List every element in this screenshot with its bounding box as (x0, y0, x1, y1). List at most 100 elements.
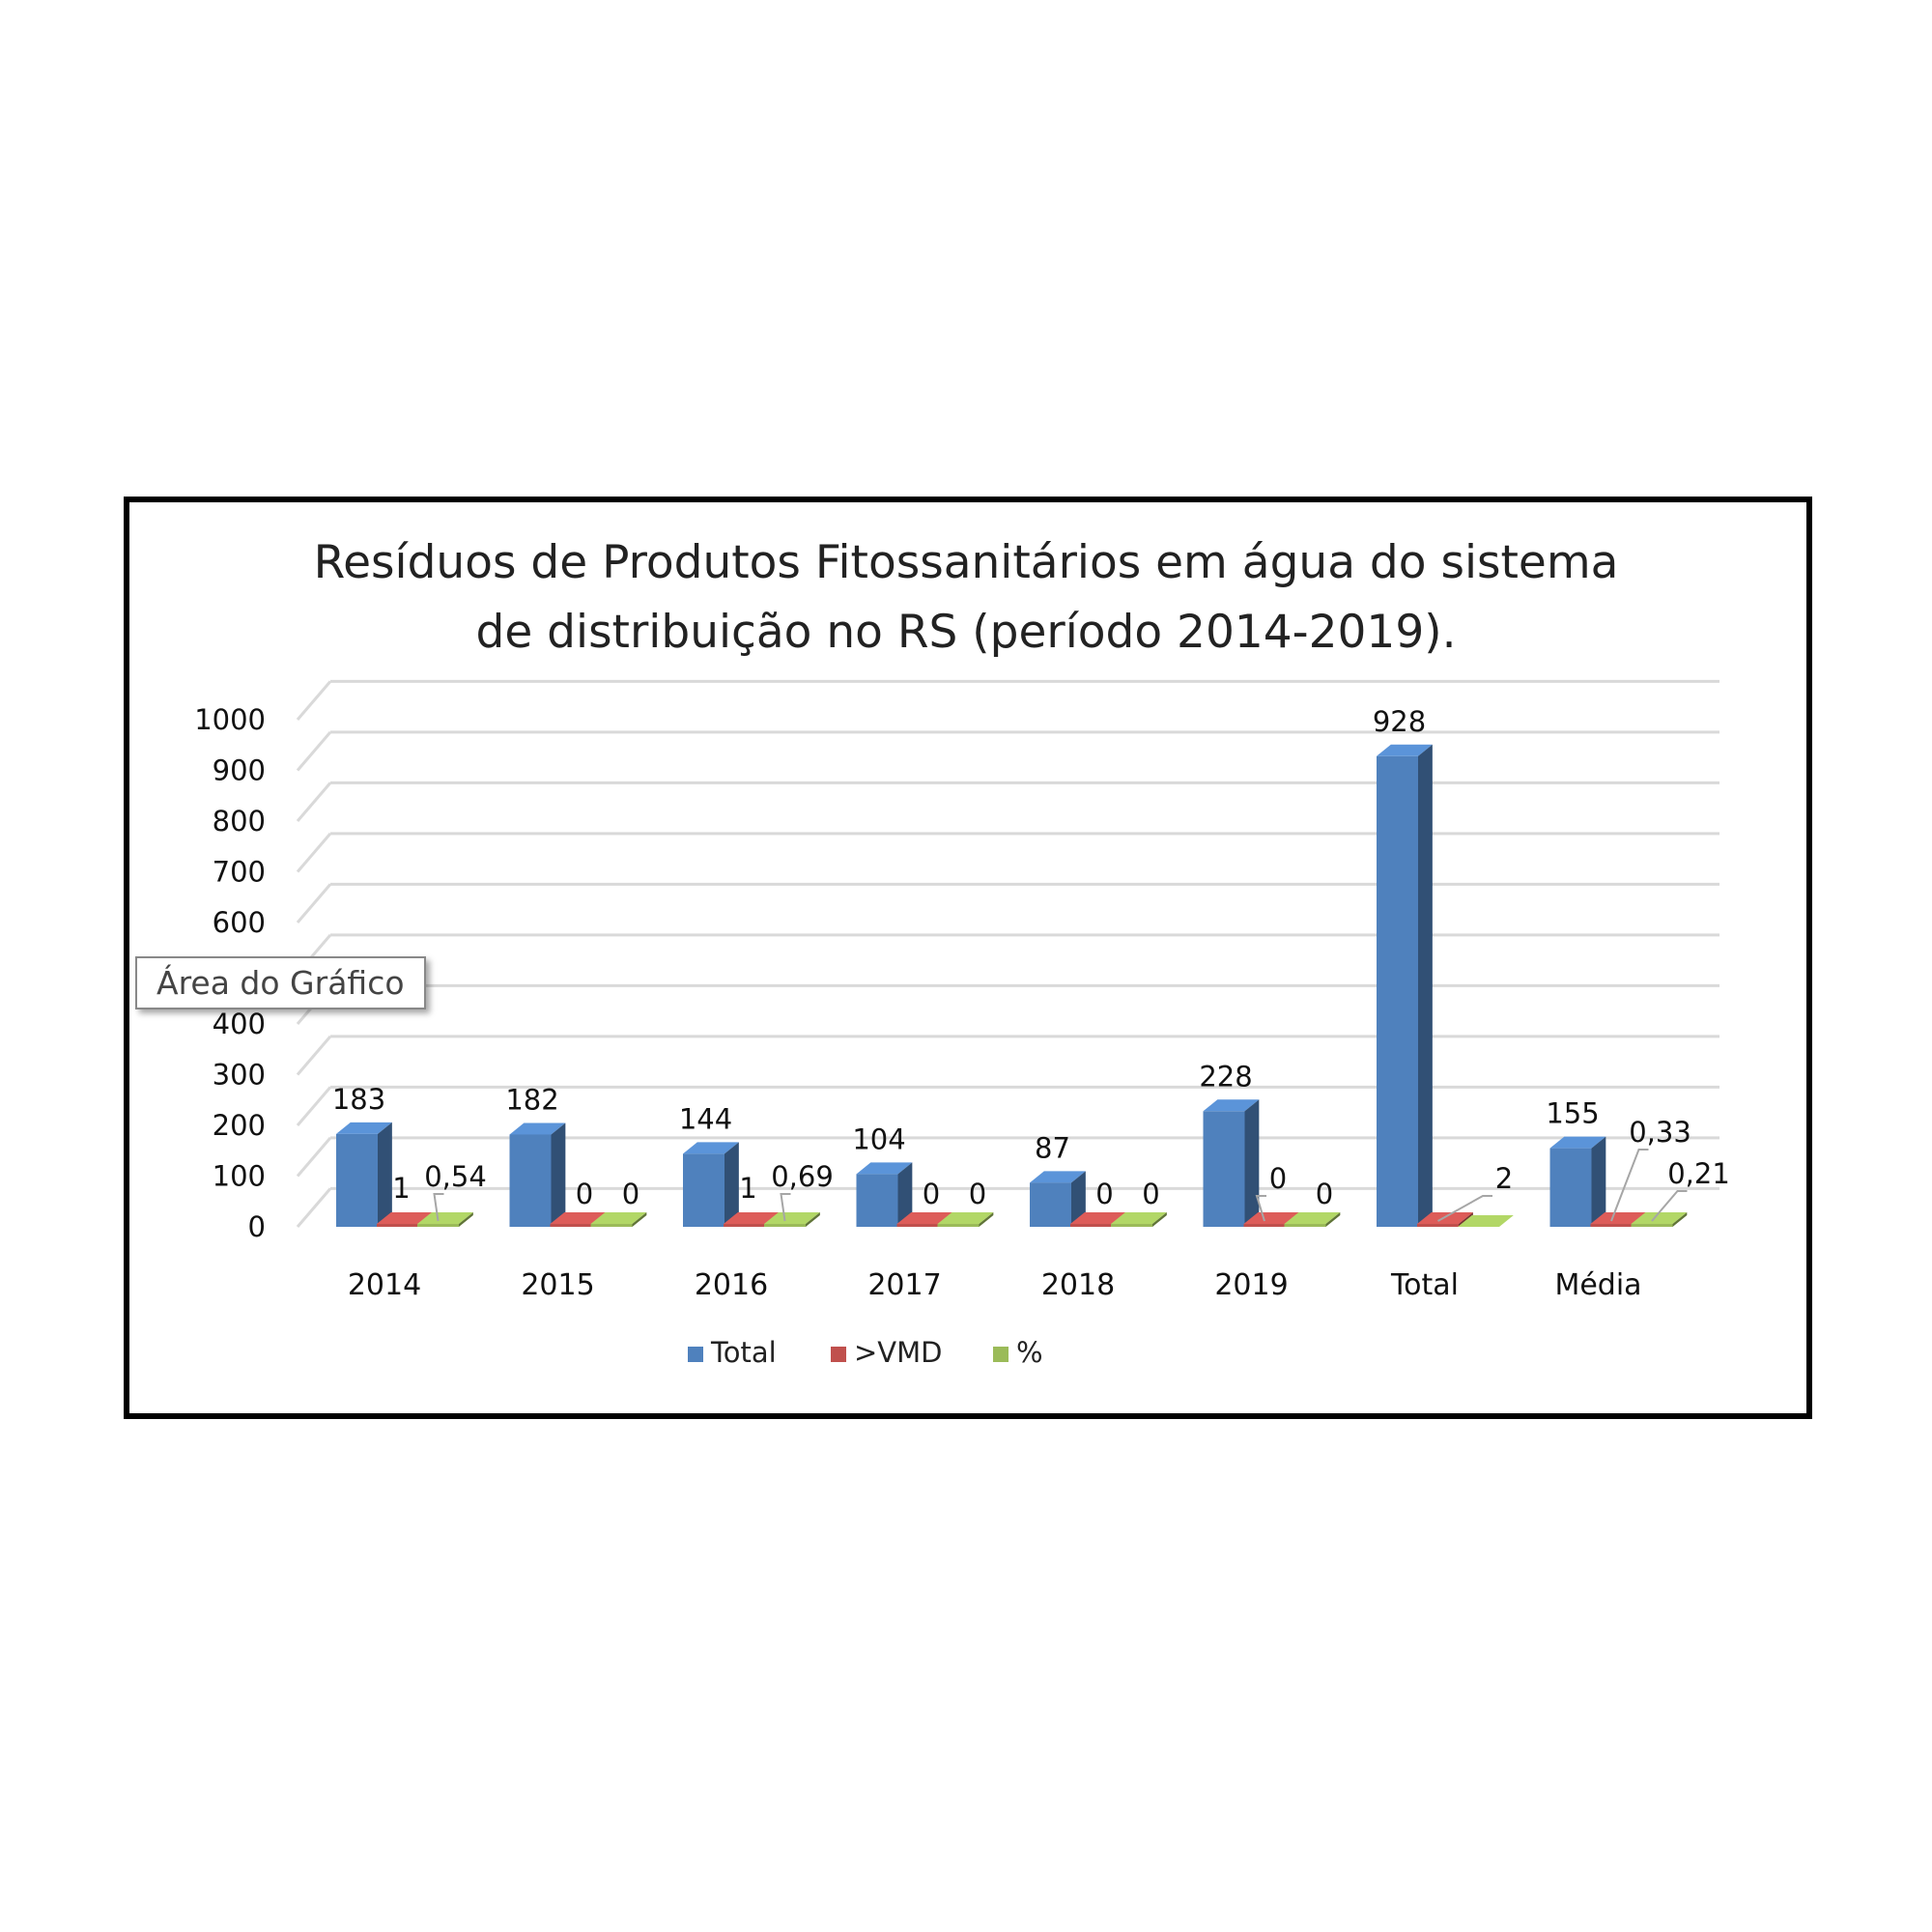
bar-Total (1030, 1182, 1071, 1227)
bar-top->VMD (896, 1212, 953, 1224)
bar-top-Total (1377, 744, 1433, 756)
bar-side-Total (1244, 1099, 1260, 1227)
bar-top->VMD (1417, 1212, 1473, 1224)
x-axis-categories: 2014 2015 2016 2017 2018 2019 Total Média (348, 1268, 1642, 1302)
gridline-depth (296, 1187, 332, 1228)
bar-top-Total (509, 1122, 566, 1135)
y-tick-label: 700 (213, 856, 266, 889)
y-tick-label: 800 (213, 805, 266, 838)
bar-top->VMD (1070, 1212, 1126, 1224)
x-category-label: 2016 (695, 1268, 768, 1302)
bar-top->VMD (1590, 1212, 1647, 1224)
bar->VMD (377, 1224, 418, 1227)
bar-side-Total (1418, 744, 1433, 1227)
chart-title-line: de distribuição no RS (período 2014-2019… (475, 606, 1456, 659)
data-label-%: 0,21 (1667, 1157, 1730, 1190)
data-label-Total: 144 (679, 1102, 732, 1135)
bar->VMD (550, 1224, 592, 1227)
bar-top-Total (1203, 1099, 1260, 1112)
bar-side-% (1152, 1212, 1167, 1227)
leader-line (1651, 1190, 1688, 1222)
bar-% (1284, 1224, 1326, 1227)
bar-top-% (590, 1212, 647, 1224)
bar->VMD (1417, 1224, 1459, 1227)
bar->VMD (1070, 1224, 1112, 1227)
bar-top-Total (683, 1142, 739, 1154)
leader-line (780, 1193, 791, 1222)
bar-Total (683, 1153, 724, 1227)
legend-swatch-Total (688, 1347, 703, 1362)
bar-Total (336, 1133, 378, 1227)
leader-line (1255, 1195, 1266, 1222)
bar-top->VMD (724, 1212, 780, 1224)
x-category-label: 2019 (1214, 1268, 1288, 1302)
gridline-depth (296, 883, 332, 923)
bar-top-% (1111, 1212, 1167, 1224)
bar-% (764, 1224, 806, 1227)
data-label->VMD: 0,33 (1629, 1116, 1691, 1149)
bar-% (937, 1224, 980, 1227)
bar-top->VMD (550, 1212, 607, 1224)
legend-swatch->VMD (831, 1347, 846, 1362)
bar-Total (856, 1174, 898, 1227)
data-label->VMD: 0 (1095, 1178, 1113, 1210)
x-category-label: 2018 (1041, 1268, 1115, 1302)
data-label-Total: 155 (1546, 1097, 1599, 1130)
bar-top-% (417, 1212, 473, 1224)
gridline-depth (296, 1086, 332, 1126)
leader-line (433, 1193, 444, 1222)
legend-label-Total: Total (710, 1336, 777, 1369)
bar-side-Total (551, 1122, 566, 1227)
gridline-depth (296, 730, 332, 772)
bar-side-% (1325, 1212, 1341, 1227)
data-label-Total: 87 (1035, 1131, 1070, 1164)
bar-% (590, 1224, 633, 1227)
data-label->VMD: 1 (392, 1172, 410, 1205)
bar-Total (1377, 755, 1418, 1227)
bar-top-Total (336, 1122, 392, 1134)
data-label->VMD: 0 (923, 1178, 940, 1210)
bar-Total (1203, 1111, 1245, 1227)
y-tick-label: 200 (213, 1109, 266, 1142)
data-label-Total: 182 (505, 1083, 558, 1116)
bar-top-% (764, 1212, 820, 1224)
y-tick-label: 400 (213, 1008, 266, 1040)
bar-side-Total (1071, 1171, 1086, 1227)
chart-title-line: Resíduos de Produtos Fitossanitários em … (314, 536, 1619, 589)
bar-side-Total (378, 1122, 392, 1227)
bar-Total (509, 1134, 552, 1227)
gridline-depth (296, 1035, 332, 1076)
data-label-Total: 928 (1373, 705, 1426, 738)
bar-% (1111, 1224, 1152, 1227)
data-label-%: 0,69 (771, 1160, 834, 1193)
data-label->VMD: 1 (739, 1172, 756, 1205)
gridline-depth (296, 781, 332, 822)
legend-label->VMD: >VMD (854, 1336, 943, 1369)
bar-top-Total (856, 1162, 913, 1175)
data-label->VMD: 2 (1495, 1162, 1513, 1195)
data-label->VMD: 0 (576, 1178, 593, 1210)
bar->VMD (896, 1224, 939, 1227)
bar-top-% (1631, 1212, 1688, 1224)
leader-line (1610, 1149, 1649, 1222)
gridline-depth (296, 1136, 332, 1178)
leader-line (1437, 1195, 1492, 1222)
bar->VMD (1243, 1224, 1286, 1227)
bar-top-% (937, 1212, 994, 1224)
data-label-%: 0 (1142, 1178, 1159, 1210)
bar-side-% (632, 1212, 647, 1227)
legend-label-%: % (1016, 1336, 1043, 1369)
y-tick-label: 1000 (194, 703, 266, 736)
data-label-Total: 104 (852, 1122, 905, 1155)
y-tick-label: 900 (213, 754, 266, 787)
bar-% (417, 1224, 459, 1227)
data-label-Total: 228 (1199, 1060, 1252, 1093)
bar-Total (1549, 1148, 1592, 1227)
bar-side-Total (897, 1162, 913, 1227)
bar-side-% (1672, 1212, 1688, 1227)
data-label-%: 0 (969, 1178, 986, 1210)
y-tick-label: 0 (248, 1210, 266, 1243)
data-label->VMD: 0 (1269, 1162, 1287, 1195)
bar-top->VMD (1243, 1212, 1300, 1224)
